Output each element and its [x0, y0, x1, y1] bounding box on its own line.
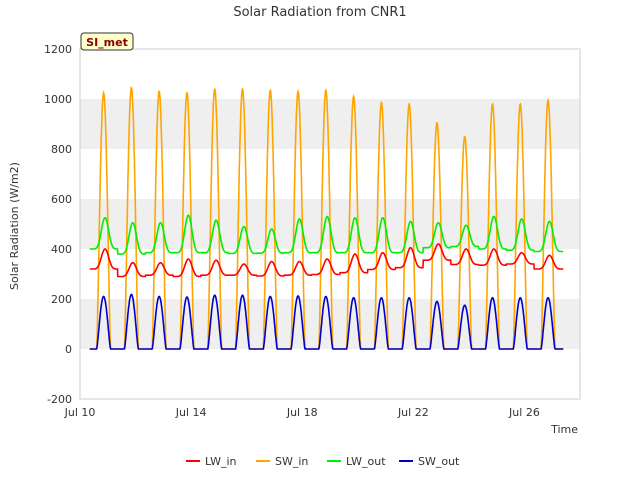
- y-tick-label: 600: [51, 193, 72, 206]
- grid-band: [80, 99, 580, 149]
- y-axis-ticks: -200 0 200 400 600 800 1000 1200: [44, 43, 72, 406]
- plot-frame: [79, 48, 581, 400]
- y-tick-label: 200: [51, 293, 72, 306]
- y-tick-label: 1200: [44, 43, 72, 56]
- x-axis-label: Time: [550, 423, 578, 436]
- x-tick-label: Jul 22: [397, 406, 429, 419]
- x-axis-ticks: Jul 10 Jul 14 Jul 18 Jul 22 Jul 26: [64, 406, 540, 419]
- series-line-lw-out: [89, 214, 564, 255]
- legend-item-sw-out: SW_out: [399, 455, 460, 468]
- legend: LW_in SW_in LW_out SW_out: [186, 455, 460, 468]
- chart-title: Solar Radiation from CNR1: [233, 5, 406, 20]
- legend-item-sw-in: SW_in: [256, 455, 308, 468]
- legend-label: LW_out: [346, 455, 386, 468]
- x-tick-label: Jul 14: [175, 406, 207, 419]
- y-tick-label: 1000: [44, 93, 72, 106]
- x-tick-label: Jul 10: [64, 406, 96, 419]
- y-tick-label: 0: [65, 343, 72, 356]
- y-tick-label: -200: [47, 393, 72, 406]
- site-badge-box: [80, 32, 134, 51]
- legend-label: SW_out: [418, 455, 460, 468]
- y-tick-label: 800: [51, 143, 72, 156]
- legend-item-lw-out: LW_out: [327, 455, 386, 468]
- site-badge-text: SI_met: [86, 36, 128, 49]
- x-tick-label: Jul 18: [286, 406, 318, 419]
- y-tick-label: 400: [51, 243, 72, 256]
- series-line-sw-out: [89, 293, 564, 350]
- legend-item-lw-in: LW_in: [186, 455, 237, 468]
- x-tick-label: Jul 26: [508, 406, 540, 419]
- site-badge: SI_met: [80, 32, 134, 51]
- legend-label: LW_in: [205, 455, 237, 468]
- series-line-lw-in: [89, 243, 564, 278]
- series-layer: [89, 85, 564, 350]
- legend-label: SW_in: [275, 455, 308, 468]
- y-axis-label: Solar Radiation (W/m2): [8, 162, 21, 290]
